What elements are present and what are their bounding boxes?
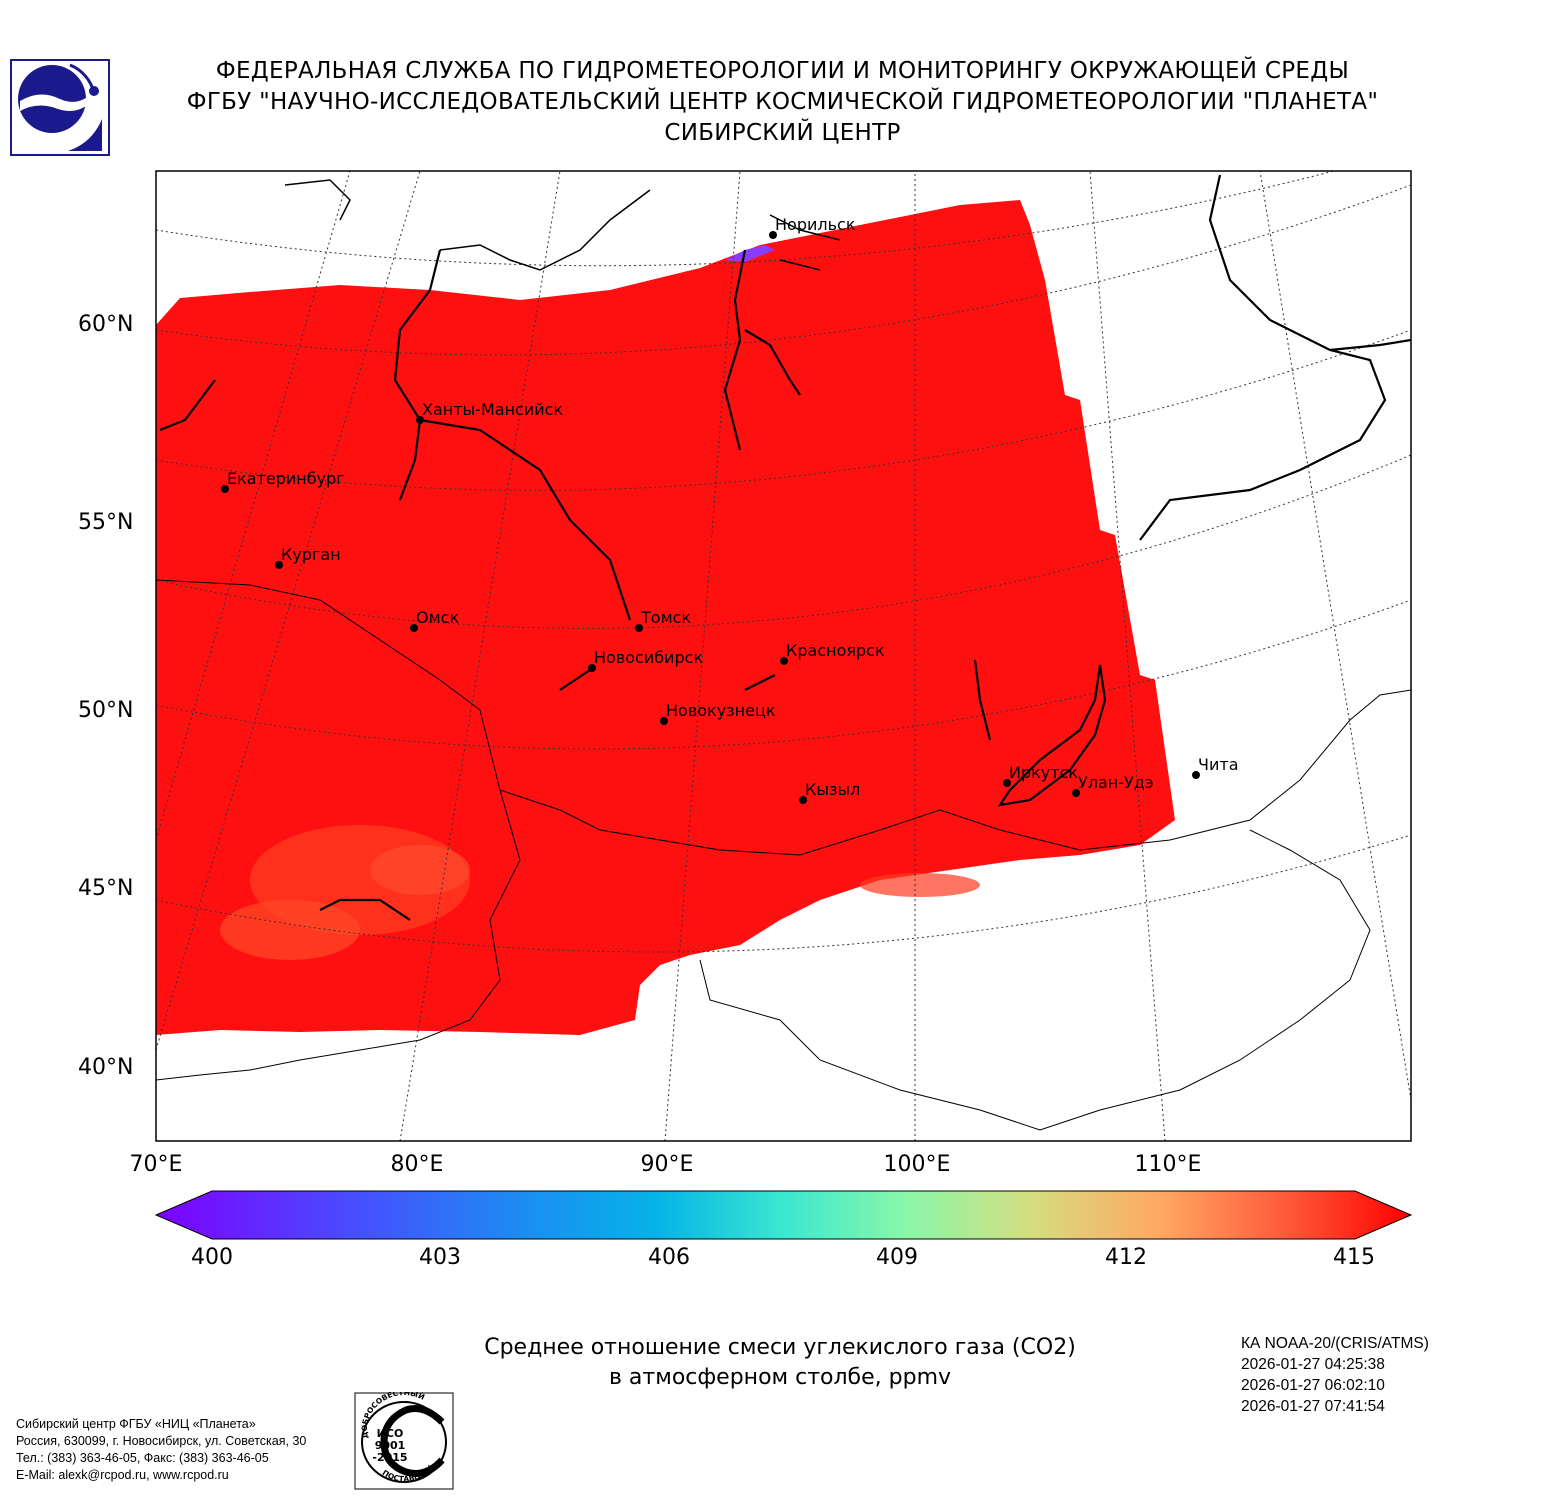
city-label: Новосибирск	[594, 648, 704, 667]
city-label: Ханты-Мансийск	[422, 400, 564, 419]
header-line-3: СИБИРСКИЙ ЦЕНТР	[664, 120, 901, 146]
lon-label-80: 80°E	[390, 1152, 444, 1177]
pass-time: 2026-01-27 04:25:38	[1241, 1356, 1385, 1373]
planeta-logo-icon	[10, 59, 110, 156]
city-dot	[799, 796, 807, 804]
city-label: Екатеринбург	[227, 469, 345, 488]
colorbar	[154, 1190, 1413, 1240]
contacts-line-3: Тел.: (383) 363-46-05, Факс: (383) 363-4…	[16, 1451, 269, 1465]
lon-label-90: 90°E	[640, 1152, 694, 1177]
header-line-2: ФГБУ "НАУЧНО-ИССЛЕДОВАТЕЛЬСКИЙ ЦЕНТР КОС…	[186, 89, 1379, 115]
iso-badge-icon: ДОБРОСОВЕСТНЫЙ ПОСТАВЩИК ИСО 9001 -2015	[354, 1392, 454, 1490]
colorbar-tick-403: 403	[419, 1245, 461, 1270]
higher-value-patch	[220, 900, 360, 960]
city-label: Омск	[416, 608, 460, 627]
contacts-line-2: Россия, 630099, г. Новосибирск, ул. Сове…	[16, 1434, 307, 1448]
contacts-line-4: E-Mail: alexk@rcpod.ru, www.rcpod.ru	[16, 1468, 229, 1482]
lon-label-100: 100°E	[883, 1152, 951, 1177]
colorbar-tick-415: 415	[1333, 1245, 1375, 1270]
city-label: Томск	[641, 608, 692, 627]
co2-data-field	[156, 200, 1175, 1035]
city-dot	[1072, 789, 1080, 797]
city-label: Улан-Удэ	[1078, 773, 1154, 792]
higher-value-patch	[860, 873, 980, 897]
lat-label-60: 60°N	[78, 312, 134, 337]
city-label: Чита	[1198, 755, 1239, 774]
pass-time: 2026-01-27 06:02:10	[1241, 1377, 1385, 1394]
colorbar-tick-400: 400	[191, 1245, 233, 1270]
city-dot	[416, 416, 424, 424]
city-dot	[1192, 771, 1200, 779]
iso-line-2: 9001	[375, 1439, 406, 1452]
city-dot	[588, 664, 596, 672]
city-dot	[769, 231, 777, 239]
caption-line-2: в атмосферном столбе, ppmv	[608, 1365, 952, 1390]
city-label: Новокузнецк	[666, 701, 776, 720]
colorbar-tick-409: 409	[876, 1245, 918, 1270]
city-dot	[275, 561, 283, 569]
city-dot	[1003, 779, 1011, 787]
city-dot	[410, 624, 418, 632]
city-label: Красноярск	[786, 641, 885, 660]
lat-label-40: 40°N	[78, 1055, 134, 1080]
pass-time: 2026-01-27 07:41:54	[1241, 1398, 1385, 1415]
city-dot	[780, 657, 788, 665]
satellite-name: КА NOAA-20/(CRIS/ATMS)	[1241, 1335, 1429, 1352]
city-label: Кызыл	[805, 780, 861, 799]
city-label: Иркутск	[1009, 763, 1079, 782]
city-label: Норильск	[775, 215, 856, 234]
contacts: Сибирский центр ФГБУ «НИЦ «Планета» Росс…	[16, 1416, 306, 1484]
city-dot	[660, 717, 668, 725]
contacts-line-1: Сибирский центр ФГБУ «НИЦ «Планета»	[16, 1417, 256, 1431]
lat-label-50: 50°N	[78, 698, 134, 723]
lon-label-110: 110°E	[1134, 1152, 1202, 1177]
header: ФЕДЕРАЛЬНАЯ СЛУЖБА ПО ГИДРОМЕТЕОРОЛОГИИ …	[120, 56, 1445, 149]
city-label: Курган	[281, 545, 341, 564]
low-value-patch	[725, 245, 775, 262]
colorbar-tick-412: 412	[1105, 1245, 1147, 1270]
lat-label-55: 55°N	[78, 510, 134, 535]
colorbar-tick-406: 406	[648, 1245, 690, 1270]
higher-value-patch	[370, 845, 470, 895]
iso-line-3: -2015	[372, 1451, 407, 1464]
city-dot	[635, 624, 643, 632]
map-caption: Среднее отношение смеси углекислого газа…	[380, 1333, 1180, 1393]
iso-line-1: ИСО	[377, 1427, 404, 1440]
city-dot	[221, 485, 229, 493]
lon-label-70: 70°E	[129, 1152, 183, 1177]
satellite-info: КА NOAA-20/(CRIS/ATMS) 2026-01-27 04:25:…	[1241, 1333, 1429, 1417]
lat-label-45: 45°N	[78, 876, 134, 901]
caption-line-1: Среднее отношение смеси углекислого газа…	[484, 1335, 1076, 1360]
header-line-1: ФЕДЕРАЛЬНАЯ СЛУЖБА ПО ГИДРОМЕТЕОРОЛОГИИ …	[215, 58, 1350, 84]
